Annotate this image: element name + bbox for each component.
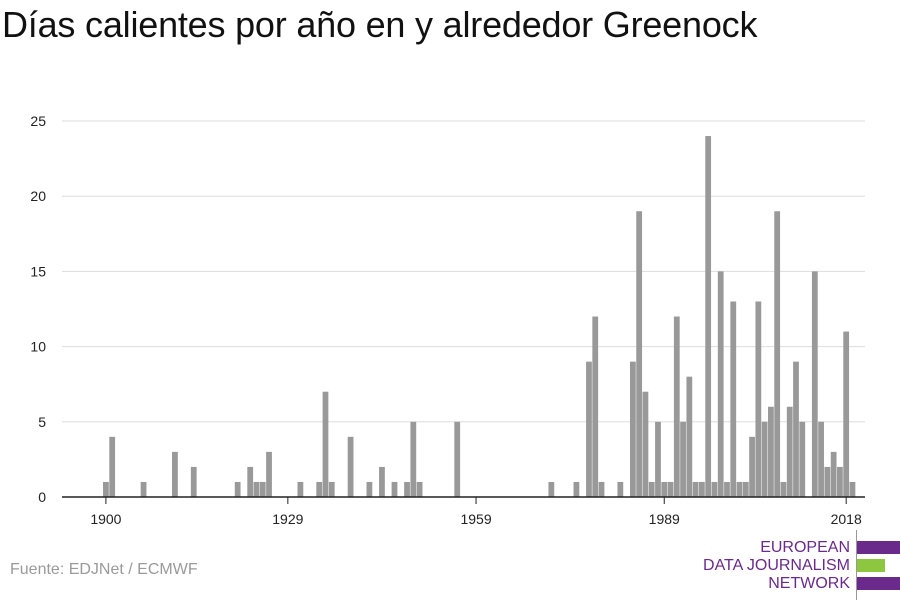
bar-1990 [667,481,674,497]
bar-1942 [366,481,373,497]
bar-1987 [648,481,655,497]
bar-1911 [172,451,178,497]
bar-1914 [190,466,197,497]
bars [103,136,856,498]
bar-1950 [416,481,423,497]
bar-1948 [404,481,410,497]
logo-line-3: NETWORK [768,575,850,592]
bar-1900 [103,481,109,497]
bar-1949 [410,421,417,497]
bar-1997 [711,481,718,497]
bar-1999 [724,481,730,497]
logo-divider [856,530,857,600]
bar-1936 [328,481,335,497]
logo-bar-2 [857,559,885,572]
y-tick-label: 20 [30,188,46,204]
bar-2015 [824,466,831,497]
logo-line-2: DATA JOURNALISM [703,557,850,574]
bar-1956 [454,421,461,497]
logo-line-1: EUROPEAN [760,539,850,556]
x-axis-ticks: 1900 1929 1959 1989 2018 [90,497,862,527]
bar-2002 [742,481,749,497]
bar-1906 [140,481,147,497]
bar-1935 [322,391,329,497]
bar-1925 [259,481,266,497]
bar-1989 [661,481,668,497]
bar-1901 [109,436,116,497]
bar-1977 [586,361,592,497]
y-tick-label: 25 [30,113,46,129]
bar-2013 [811,271,818,497]
bar-1978 [592,316,599,497]
bar-1924 [253,481,260,497]
logo-bar-3 [857,577,900,590]
bar-1931 [297,481,304,497]
bar-1995 [699,481,705,497]
bar-1994 [692,481,699,497]
bar-1944 [379,466,385,497]
bar-2007 [774,211,781,498]
y-tick-label: 15 [30,263,46,279]
bar-1996 [705,136,712,498]
gridlines [62,120,865,423]
bar-1926 [266,451,272,497]
bar-2004 [755,301,762,497]
bar-1934 [316,481,323,497]
bar-2011 [799,421,806,497]
bar-2017 [837,466,843,497]
y-tick-label: 0 [38,489,46,505]
bar-1921 [234,481,241,497]
bar-2008 [780,481,787,497]
bar-2018 [843,331,850,497]
bar-1946 [391,481,398,497]
bar-1991 [673,316,680,497]
x-tick-label: 2018 [831,511,862,527]
x-tick-label: 1989 [649,511,680,527]
bar-1988 [655,421,661,497]
bar-1992 [680,421,686,497]
chart-title: Días calientes por año en y alrededor Gr… [2,4,758,45]
bar-1982 [617,481,624,497]
edjnet-logo: EUROPEAN DATA JOURNALISM NETWORK [700,530,900,600]
bar-1975 [573,481,580,497]
bar-2001 [736,481,743,497]
source-note: Fuente: EDJNet / ECMWF [10,561,198,578]
bar-1985 [636,211,643,498]
y-tick-label: 5 [38,414,46,430]
x-tick-label: 1959 [460,511,491,527]
bar-1993 [686,376,693,497]
bar-chart: 0 5 10 15 20 25 1900 1929 1959 1989 2018 [30,113,865,527]
bar-1923 [247,466,254,497]
bar-2010 [793,361,799,497]
logo-bar-1 [857,541,900,554]
bar-2014 [818,421,824,497]
x-tick-label: 1900 [90,511,121,527]
bar-2005 [761,421,768,497]
bar-2003 [749,436,755,497]
bar-2000 [730,301,737,497]
y-tick-label: 10 [30,339,46,355]
bar-1998 [717,271,724,497]
bar-1939 [347,436,354,497]
bar-1971 [548,481,555,497]
x-tick-label: 1929 [272,511,303,527]
bar-2016 [830,451,837,497]
bar-2019 [849,481,856,497]
bar-1979 [598,481,605,497]
bar-2006 [768,406,774,497]
y-axis-ticks: 0 5 10 15 20 25 [30,113,46,505]
bar-1984 [629,361,636,497]
bar-2009 [786,406,793,497]
bar-1986 [642,391,649,497]
